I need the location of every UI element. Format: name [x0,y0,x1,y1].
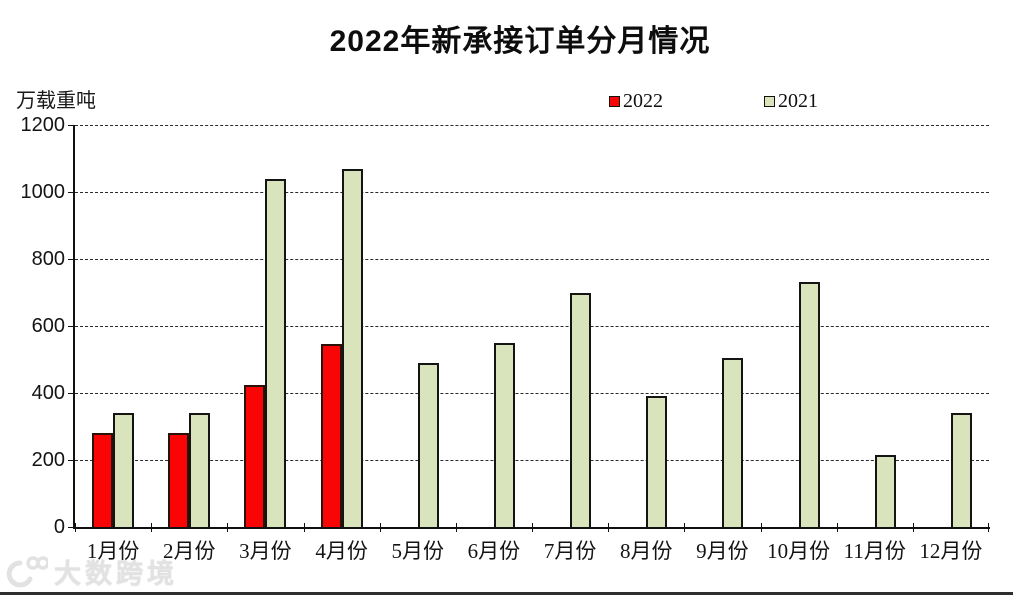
x-axis-tick-11 [912,523,914,532]
x-tick-label-10: 10月份 [767,539,831,563]
y-axis-tick-800 [68,258,73,260]
watermark-text: 大数跨境 [54,559,178,589]
bar-2021-3月份 [265,178,287,527]
plot-area: 0 200 400 600 800 1000 1200 1月份 2月份 3月份 4月份 5月份 6月份 7… [21,114,990,563]
y-axis-line [73,125,75,529]
bottom-edge-strip [0,592,1013,595]
bar-2021-5月份 [417,362,439,527]
legend-marker-2021 [764,95,775,107]
bar-2021-1月份 [113,413,135,527]
gridline-600 [75,326,989,327]
y-tick-label-1200: 1200 [20,114,66,136]
gridline-400 [75,393,989,394]
x-axis-tick-3 [303,523,305,532]
x-tick-label-3: 3月份 [239,539,292,563]
x-tick-label-7: 7月份 [543,539,597,563]
bar-2021-11月份 [874,454,896,527]
x-axis-line [73,527,990,529]
gridline-800 [75,259,989,260]
x-axis-tick-2 [227,523,229,532]
x-tick-label-2: 2月份 [162,539,216,563]
bar-2021-10月份 [798,282,820,527]
legend-marker-2022 [609,95,620,107]
x-axis-tick-6 [532,523,533,532]
x-axis-tick-7 [608,523,610,532]
y-axis-tick-0 [68,526,73,528]
bar-2021-7月份 [570,292,592,527]
bar-2022-2月份 [168,433,190,527]
y-axis-tick-1000 [68,191,73,193]
x-tick-label-12: 12月份 [919,539,983,563]
bar-2022-4月份 [320,344,342,527]
y-tick-label-600: 600 [31,315,65,337]
bar-2021-6月份 [493,342,515,527]
bar-2021-12月份 [950,413,972,527]
x-axis-tick-8 [684,523,686,532]
x-tick-label-9: 9月份 [696,539,749,563]
x-tick-label-5: 5月份 [391,539,444,563]
legend-label-2021: 2021 [778,89,818,112]
gridline-200 [75,460,989,461]
gridline-1000 [75,192,989,193]
legend-label-2022: 2022 [623,89,663,112]
x-tick-label-1: 1月份 [86,539,140,563]
chart-title: 2022年新承接订单分月情况 [329,25,711,58]
x-axis-tick-10 [836,523,838,532]
y-tick-label-800: 800 [31,248,65,270]
x-tick-label-8: 8月份 [619,539,673,563]
x-tick-label-6: 6月份 [467,539,521,563]
bar-2022-3月份 [244,384,266,527]
bar-2021-8月份 [646,396,668,527]
x-tick-label-4: 4月份 [315,539,368,563]
y-axis-tick-1200 [68,124,73,126]
x-axis-tick-9 [760,523,762,532]
y-axis-unit-label: 万载重吨 [16,90,96,112]
x-axis-tick-1 [151,523,153,532]
x-tick-label-11: 11月份 [843,539,906,563]
bar-2021-4月份 [341,168,363,527]
y-tick-label-1000: 1000 [20,181,66,203]
bar-2021-9月份 [722,357,744,527]
y-tick-label-200: 200 [31,449,65,471]
gridline-1200 [75,125,989,126]
y-axis-tick-200 [68,459,73,461]
legend-item-2021: 2021 [764,89,818,112]
y-tick-label-400: 400 [31,382,65,404]
x-axis-tick-0 [75,523,76,532]
x-axis-tick-12 [988,523,989,532]
bar-2021-2月份 [189,413,211,527]
x-axis-tick-4 [379,523,381,532]
y-axis-tick-600 [68,325,73,327]
y-tick-label-0: 0 [53,516,65,538]
bar-2022-1月份 [92,433,114,527]
watermark-logo-icon [6,555,48,587]
y-axis-tick-400 [68,392,73,394]
watermark: 大数跨境 [6,552,178,591]
legend-item-2022: 2022 [609,89,663,112]
x-axis-tick-5 [455,523,457,532]
